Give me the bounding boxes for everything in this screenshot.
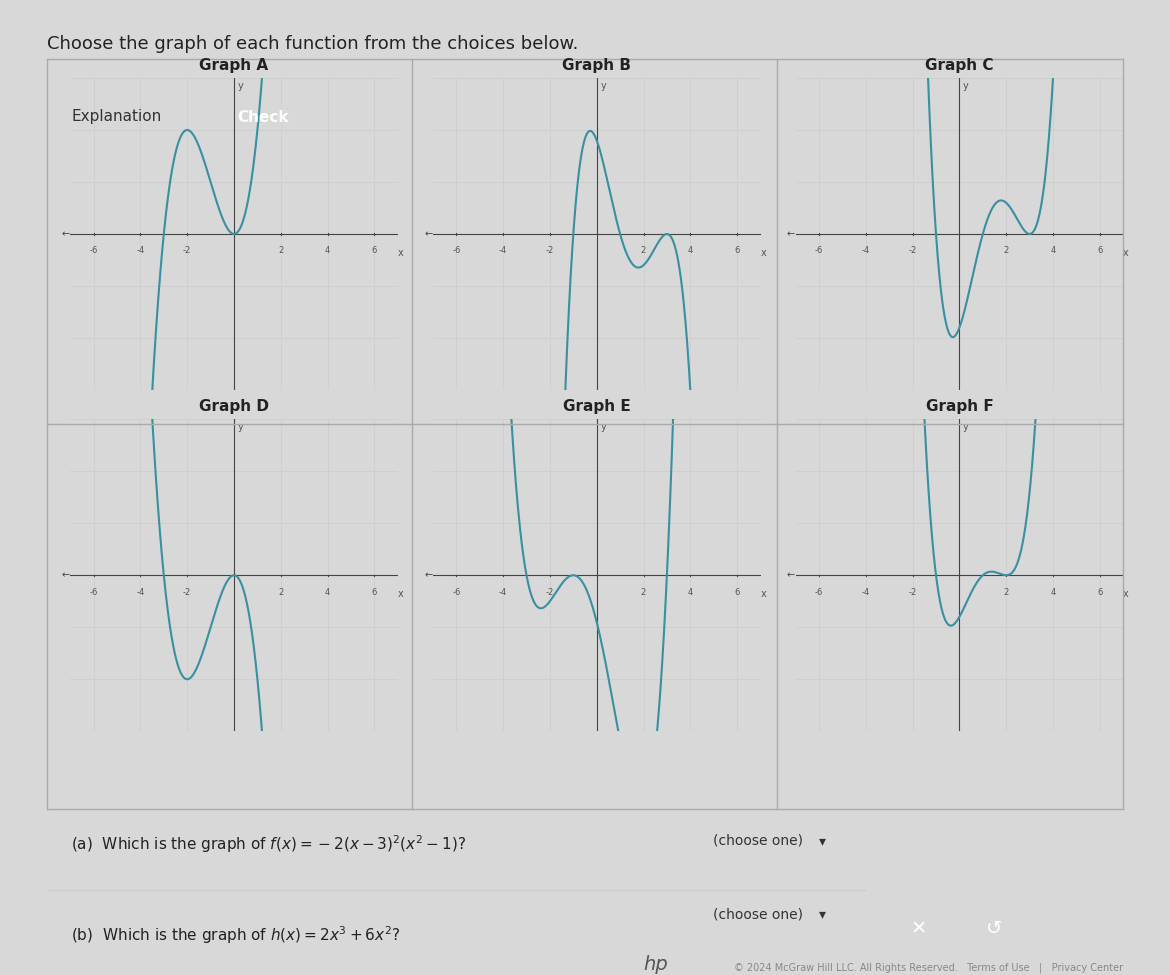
Text: 6: 6	[735, 588, 739, 597]
Text: hp: hp	[642, 956, 668, 974]
Text: ↺: ↺	[986, 919, 1003, 938]
Text: y: y	[600, 81, 606, 91]
Text: 2: 2	[1004, 588, 1009, 597]
Text: 2: 2	[1004, 247, 1009, 255]
Text: Graph D: Graph D	[199, 400, 269, 414]
Text: 6: 6	[1097, 247, 1102, 255]
Text: -6: -6	[814, 247, 824, 255]
Text: 4: 4	[688, 247, 693, 255]
Text: Graph C: Graph C	[925, 58, 993, 73]
Text: (choose one): (choose one)	[714, 834, 803, 848]
Text: Choose the graph of each function from the choices below.: Choose the graph of each function from t…	[47, 35, 578, 53]
Text: x: x	[398, 248, 404, 257]
Text: 2: 2	[278, 588, 283, 597]
Text: -2: -2	[545, 247, 555, 255]
Text: 4: 4	[325, 588, 330, 597]
Text: y: y	[238, 81, 243, 91]
Text: 4: 4	[688, 588, 693, 597]
Text: y: y	[600, 422, 606, 432]
Text: x: x	[760, 589, 766, 599]
Text: -6: -6	[452, 247, 461, 255]
Text: 4: 4	[325, 247, 330, 255]
Text: Graph E: Graph E	[563, 400, 631, 414]
Text: ▾: ▾	[819, 907, 826, 921]
Text: -4: -4	[861, 588, 870, 597]
Text: 6: 6	[372, 247, 377, 255]
Text: 6: 6	[372, 588, 377, 597]
Text: ←: ←	[62, 229, 69, 239]
Text: -2: -2	[545, 588, 555, 597]
Text: Check: Check	[238, 109, 289, 125]
Text: ✕: ✕	[910, 919, 927, 938]
Text: -4: -4	[136, 588, 145, 597]
Text: x: x	[1123, 248, 1129, 257]
Text: (choose one): (choose one)	[714, 907, 803, 921]
Text: 4: 4	[1051, 588, 1055, 597]
Text: -4: -4	[861, 247, 870, 255]
Text: (a)  Which is the graph of $f(x) = -2(x-3)^2(x^2-1)$?: (a) Which is the graph of $f(x) = -2(x-3…	[71, 834, 467, 855]
Text: Graph F: Graph F	[925, 400, 993, 414]
Text: -6: -6	[452, 588, 461, 597]
Text: y: y	[963, 81, 969, 91]
Text: ←: ←	[425, 570, 432, 580]
Text: 4: 4	[1051, 247, 1055, 255]
Text: 6: 6	[1097, 588, 1102, 597]
Text: -2: -2	[183, 588, 192, 597]
Text: 6: 6	[735, 247, 739, 255]
Text: 2: 2	[278, 247, 283, 255]
Text: y: y	[238, 422, 243, 432]
Text: 2: 2	[641, 588, 646, 597]
Text: x: x	[1123, 589, 1129, 599]
Text: -2: -2	[908, 588, 917, 597]
Text: (b)  Which is the graph of $h(x) = 2x^3 + 6x^2$?: (b) Which is the graph of $h(x) = 2x^3 +…	[71, 924, 401, 946]
Text: -6: -6	[814, 588, 824, 597]
Text: -6: -6	[89, 588, 98, 597]
Text: -2: -2	[908, 247, 917, 255]
Text: © 2024 McGraw Hill LLC. All Rights Reserved.   Terms of Use   |   Privacy Center: © 2024 McGraw Hill LLC. All Rights Reser…	[734, 962, 1123, 973]
Text: ←: ←	[787, 570, 794, 580]
Text: -4: -4	[498, 588, 508, 597]
Text: -6: -6	[89, 247, 98, 255]
Text: ←: ←	[787, 229, 794, 239]
Text: y: y	[963, 422, 969, 432]
Text: ←: ←	[425, 229, 432, 239]
Text: ←: ←	[62, 570, 69, 580]
Text: 2: 2	[641, 247, 646, 255]
Text: x: x	[760, 248, 766, 257]
Text: Graph A: Graph A	[199, 58, 269, 73]
Text: -4: -4	[136, 247, 145, 255]
Text: Explanation: Explanation	[71, 109, 163, 125]
Text: -4: -4	[498, 247, 508, 255]
Text: Graph B: Graph B	[563, 58, 631, 73]
Text: ▾: ▾	[819, 834, 826, 848]
Text: -2: -2	[183, 247, 192, 255]
Text: x: x	[398, 589, 404, 599]
